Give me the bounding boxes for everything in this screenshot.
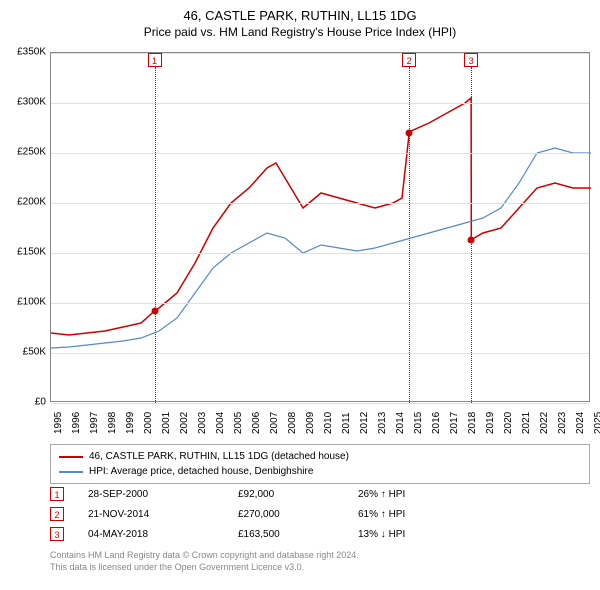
x-axis-label: 2016 — [431, 412, 442, 434]
x-axis-label: 2018 — [467, 412, 478, 434]
y-axis-label: £250K — [17, 147, 46, 158]
event-vline — [471, 67, 472, 403]
event-date: 28-SEP-2000 — [88, 489, 238, 500]
y-axis-label: £0 — [35, 397, 46, 408]
x-axis-label: 2005 — [233, 412, 244, 434]
x-axis-label: 2007 — [269, 412, 280, 434]
gridline — [51, 103, 589, 104]
x-axis-label: 2000 — [143, 412, 154, 434]
marker-icon: 1 — [50, 487, 64, 501]
y-axis-label: £200K — [17, 197, 46, 208]
event-date: 04-MAY-2018 — [88, 529, 238, 540]
x-axis-label: 2014 — [395, 412, 406, 434]
footer-line: This data is licensed under the Open Gov… — [50, 562, 359, 574]
y-axis-label: £100K — [17, 297, 46, 308]
chart-svg — [51, 53, 591, 403]
event-dot — [406, 130, 413, 137]
x-axis-label: 1995 — [53, 412, 64, 434]
chart-container: 46, CASTLE PARK, RUTHIN, LL15 1DG Price … — [0, 0, 600, 590]
events-row: 3 04-MAY-2018 £163,500 13% ↓ HPI — [50, 524, 590, 544]
series-line — [51, 98, 591, 335]
event-date: 21-NOV-2014 — [88, 509, 238, 520]
x-axis-label: 2006 — [251, 412, 262, 434]
gridline — [51, 153, 589, 154]
legend: 46, CASTLE PARK, RUTHIN, LL15 1DG (detac… — [50, 444, 590, 484]
x-axis-label: 2024 — [575, 412, 586, 434]
x-axis-label: 2015 — [413, 412, 424, 434]
x-axis-label: 2001 — [161, 412, 172, 434]
event-dot — [151, 308, 158, 315]
x-axis-label: 1996 — [71, 412, 82, 434]
x-axis-label: 1998 — [107, 412, 118, 434]
x-axis-label: 2013 — [377, 412, 388, 434]
x-axis-label: 2009 — [305, 412, 316, 434]
x-axis-label: 2020 — [503, 412, 514, 434]
x-axis-label: 2019 — [485, 412, 496, 434]
chart-region: 123 £0£50K£100K£150K£200K£250K£300K£350K… — [50, 52, 590, 402]
legend-swatch — [59, 471, 83, 473]
chart-title: 46, CASTLE PARK, RUTHIN, LL15 1DG — [0, 0, 600, 23]
event-marker-icon: 2 — [402, 53, 416, 67]
footer-line: Contains HM Land Registry data © Crown c… — [50, 550, 359, 562]
event-pct: 26% ↑ HPI — [358, 489, 478, 500]
y-axis-label: £150K — [17, 247, 46, 258]
gridline — [51, 203, 589, 204]
events-table: 1 28-SEP-2000 £92,000 26% ↑ HPI 2 21-NOV… — [50, 484, 590, 544]
gridline — [51, 253, 589, 254]
events-row: 1 28-SEP-2000 £92,000 26% ↑ HPI — [50, 484, 590, 504]
legend-row: HPI: Average price, detached house, Denb… — [59, 464, 581, 479]
x-axis-label: 2021 — [521, 412, 532, 434]
x-axis-label: 2022 — [539, 412, 550, 434]
x-axis-label: 2010 — [323, 412, 334, 434]
event-marker-icon: 1 — [148, 53, 162, 67]
gridline — [51, 53, 589, 54]
x-axis-label: 2004 — [215, 412, 226, 434]
gridline — [51, 403, 589, 404]
marker-icon: 2 — [50, 507, 64, 521]
legend-swatch — [59, 456, 83, 458]
y-axis-label: £350K — [17, 47, 46, 58]
x-axis-label: 2017 — [449, 412, 460, 434]
events-row: 2 21-NOV-2014 £270,000 61% ↑ HPI — [50, 504, 590, 524]
event-price: £92,000 — [238, 489, 358, 500]
series-line — [51, 148, 591, 348]
plot-area: 1 2 3 — [50, 52, 590, 402]
x-axis-label: 2025 — [593, 412, 600, 434]
event-marker-icon: 3 — [464, 53, 478, 67]
event-price: £163,500 — [238, 529, 358, 540]
event-pct: 61% ↑ HPI — [358, 509, 478, 520]
x-axis-label: 1999 — [125, 412, 136, 434]
legend-row: 46, CASTLE PARK, RUTHIN, LL15 1DG (detac… — [59, 449, 581, 464]
y-axis-label: £50K — [23, 347, 46, 358]
chart-subtitle: Price paid vs. HM Land Registry's House … — [0, 23, 600, 39]
gridline — [51, 353, 589, 354]
event-dot — [468, 236, 475, 243]
x-axis-label: 2012 — [359, 412, 370, 434]
y-axis-label: £300K — [17, 97, 46, 108]
x-axis-label: 2023 — [557, 412, 568, 434]
gridline — [51, 303, 589, 304]
marker-icon: 3 — [50, 527, 64, 541]
x-axis-label: 2011 — [341, 412, 352, 434]
event-price: £270,000 — [238, 509, 358, 520]
event-vline — [409, 67, 410, 403]
footer: Contains HM Land Registry data © Crown c… — [50, 550, 359, 573]
x-axis-label: 2002 — [179, 412, 190, 434]
event-pct: 13% ↓ HPI — [358, 529, 478, 540]
x-axis-label: 2003 — [197, 412, 208, 434]
x-axis-label: 1997 — [89, 412, 100, 434]
event-vline — [155, 67, 156, 403]
legend-label: 46, CASTLE PARK, RUTHIN, LL15 1DG (detac… — [89, 451, 349, 462]
x-axis-label: 2008 — [287, 412, 298, 434]
legend-label: HPI: Average price, detached house, Denb… — [89, 466, 313, 477]
